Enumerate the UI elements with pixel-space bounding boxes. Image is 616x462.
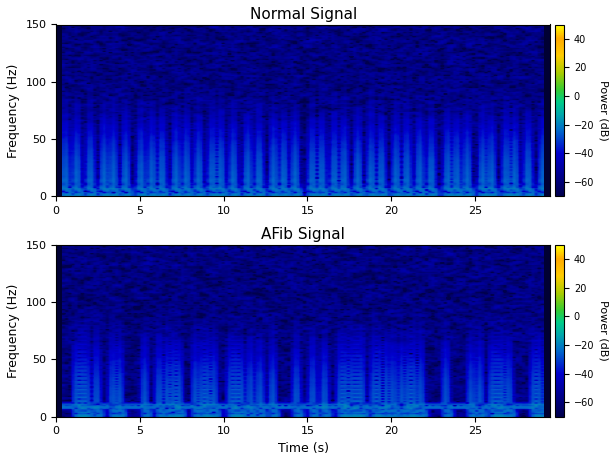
X-axis label: Time (s): Time (s) bbox=[278, 442, 329, 455]
Y-axis label: Frequency (Hz): Frequency (Hz) bbox=[7, 284, 20, 378]
Y-axis label: Power (dB): Power (dB) bbox=[598, 300, 608, 361]
Y-axis label: Power (dB): Power (dB) bbox=[598, 80, 608, 141]
Title: AFib Signal: AFib Signal bbox=[261, 227, 345, 242]
Title: Normal Signal: Normal Signal bbox=[249, 7, 357, 22]
Y-axis label: Frequency (Hz): Frequency (Hz) bbox=[7, 63, 20, 158]
